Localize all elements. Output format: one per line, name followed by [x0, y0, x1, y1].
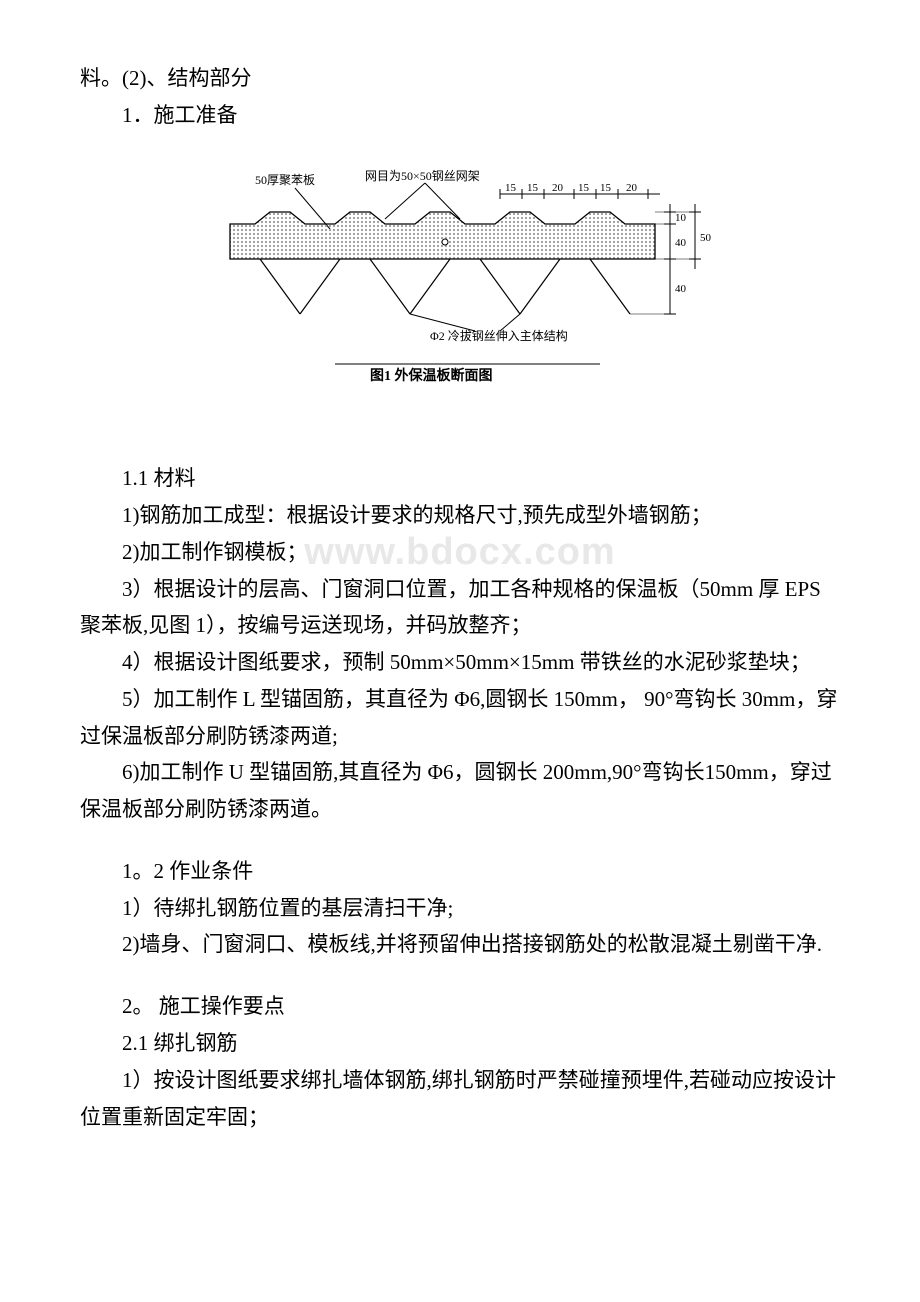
sec-1-2-p1: 1）待绑扎钢筋位置的基层清扫干净; — [80, 890, 840, 927]
svg-text:15: 15 — [600, 182, 612, 194]
sec-1-1-p4: 4）根据设计图纸要求，预制 50mm×50mm×15mm 带铁丝的水泥砂浆垫块； — [80, 644, 840, 681]
svg-text:10: 10 — [675, 212, 687, 224]
insulation-section-svg: 50厚聚苯板 网目为50×50钢丝网架 15 15 20 15 15 — [200, 164, 720, 399]
svg-text:40: 40 — [675, 283, 687, 295]
sec-1-2-p2: 2)墙身、门窗洞口、模板线,并将预留伸出搭接钢筋处的松散混凝土剔凿干净. — [80, 926, 840, 963]
sec-1-1-p6: 6)加工制作 U 型锚固筋,其直径为 Φ6，圆钢长 200mm,90°弯钩长15… — [80, 754, 840, 828]
sec-2-1-p1: 1）按设计图纸要求绑扎墙体钢筋,绑扎钢筋时严禁碰撞预埋件,若碰动应按设计位置重新… — [80, 1062, 840, 1136]
svg-text:40: 40 — [675, 237, 687, 249]
svg-text:15: 15 — [527, 182, 539, 194]
figure-caption: 图1 外保温板断面图 — [370, 367, 493, 384]
label-mesh: 网目为50×50钢丝网架 — [365, 169, 480, 183]
sec-1-1-heading: 1.1 材料 — [80, 460, 840, 497]
label-foam: 50厚聚苯板 — [255, 173, 315, 187]
line-1: 料。(2)、结构部分 — [80, 60, 840, 97]
svg-text:20: 20 — [552, 182, 564, 194]
sec-1-2-heading: 1。2 作业条件 — [80, 853, 840, 890]
svg-text:15: 15 — [505, 182, 517, 194]
dim-top-group: 15 15 20 15 15 20 — [500, 182, 660, 199]
sec-2-1-heading: 2.1 绑扎钢筋 — [80, 1025, 840, 1062]
sec-1-1-p2: 2)加工制作钢模板； — [80, 534, 840, 571]
slab-outline — [230, 212, 655, 259]
tie-dot — [442, 239, 448, 245]
sec-1-1-p1: 1)钢筋加工成型：根据设计要求的规格尺寸,预先成型外墙钢筋； — [80, 497, 840, 534]
svg-text:15: 15 — [578, 182, 590, 194]
label-wire: Φ2 冷拔钢丝伸入主体结构 — [430, 328, 568, 343]
svg-text:20: 20 — [626, 182, 638, 194]
figure-1: 50厚聚苯板 网目为50×50钢丝网架 15 15 20 15 15 — [80, 164, 840, 411]
svg-text:50: 50 — [700, 232, 712, 244]
line-2: 1．施工准备 — [80, 97, 840, 134]
diagonal-wires — [260, 259, 630, 314]
document-page: 料。(2)、结构部分 1．施工准备 50厚聚苯板 网目为50×50钢丝网架 15 — [0, 0, 920, 1195]
sec-2-heading: 2。 施工操作要点 — [80, 988, 840, 1025]
sec-1-1-p5: 5）加工制作 L 型锚固筋，其直径为 Φ6,圆钢长 150mm， 90°弯钩长 … — [80, 681, 840, 755]
sec-1-1-p3: 3）根据设计的层高、门窗洞口位置，加工各种规格的保温板（50mm 厚 EPS 聚… — [80, 571, 840, 645]
